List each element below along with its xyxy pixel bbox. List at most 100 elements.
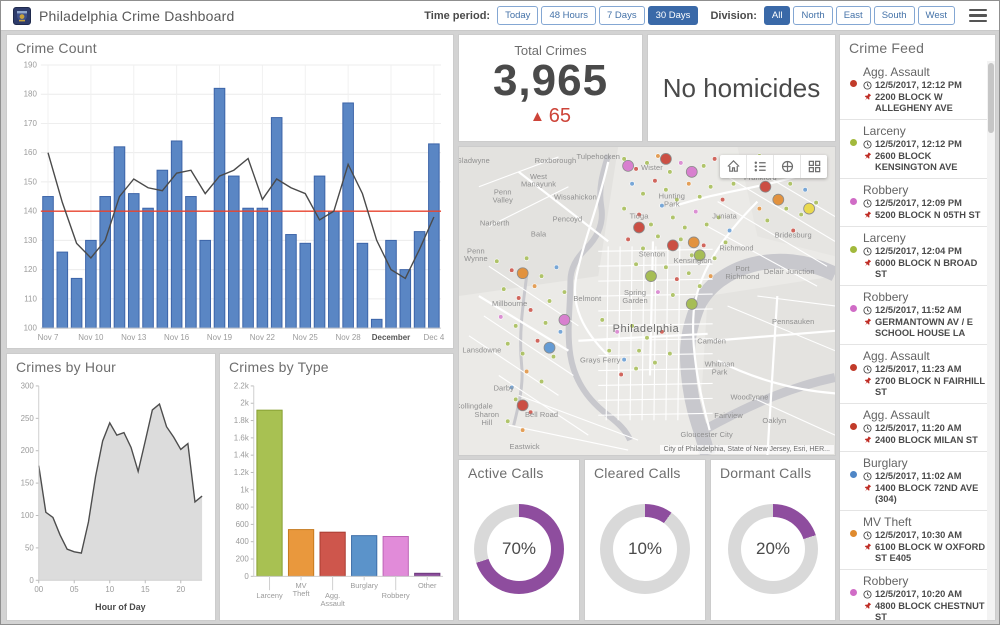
- time-period-buttons: Today 48 Hours 7 Days 30 Days: [497, 6, 699, 25]
- dormant-calls-title: Dormant Calls: [720, 465, 812, 481]
- feed-item-datetime: 12/5/2017, 11:52 AM: [863, 305, 987, 316]
- crime-count-chart[interactable]: 100 110 120 130 140 150 160 170 180 190 Nov 7 Nov 1…: [13, 59, 447, 344]
- police-badge-icon: [13, 6, 31, 25]
- svg-text:Theft: Theft: [293, 589, 310, 598]
- crime-map-panel: Gladwyne Roxborough Tulpehocken Wister West M…: [458, 146, 836, 456]
- feed-item-address: 2600 BLOCK KENSINGTON AVE: [863, 151, 987, 173]
- division-button-west[interactable]: West: [917, 6, 955, 25]
- svg-text:Woodlynne: Woodlynne: [730, 392, 768, 401]
- svg-text:Bridesburg: Bridesburg: [775, 230, 812, 239]
- apps-icon[interactable]: [800, 155, 827, 178]
- division-button-north[interactable]: North: [793, 6, 833, 25]
- svg-text:Other: Other: [418, 581, 437, 590]
- svg-text:170: 170: [24, 119, 38, 128]
- time-period-button-7-days[interactable]: 7 Days: [599, 6, 645, 25]
- legend-icon[interactable]: [746, 155, 773, 178]
- svg-text:Narberth: Narberth: [480, 218, 510, 227]
- dormant-calls-donut[interactable]: 20%: [728, 504, 818, 594]
- division-buttons: All North East South West: [763, 6, 955, 25]
- crime-count-panel: Crime Count 100 110 120 130 140 150 160 170 180 1…: [6, 34, 454, 349]
- feed-item[interactable]: MV Theft 12/5/2017, 10:30 AM 6100 BLOCK W …: [840, 511, 987, 570]
- total-crimes-delta: ▲ 65: [529, 105, 572, 127]
- feed-item[interactable]: Agg. Assault 12/5/2017, 11:23 AM 2700 BLOC…: [840, 345, 987, 404]
- crime-type-dot: [850, 589, 857, 596]
- homicides-text: No homicides: [662, 72, 821, 103]
- svg-text:15: 15: [141, 585, 150, 594]
- svg-text:1k: 1k: [240, 485, 248, 494]
- clock-icon: [863, 531, 872, 540]
- clock-icon: [863, 81, 872, 90]
- time-period-button-48-hours[interactable]: 48 Hours: [541, 6, 596, 25]
- feed-item-address: 6000 BLOCK N BROAD ST: [863, 258, 987, 280]
- dormant-calls-panel: Dormant Calls 20%: [710, 459, 836, 621]
- pin-icon: [864, 484, 872, 492]
- feed-item[interactable]: Robbery 12/5/2017, 10:20 AM 4800 BLOCK CHE…: [840, 570, 987, 620]
- basemap-icon[interactable]: [773, 155, 800, 178]
- cleared-calls-percent: 10%: [627, 539, 663, 558]
- clock-icon: [863, 472, 872, 481]
- feed-item-datetime: 12/5/2017, 10:30 AM: [863, 530, 987, 541]
- feed-item[interactable]: Larceny 12/5/2017, 12:12 PM 2600 BLOCK KEN…: [840, 120, 987, 179]
- svg-text:250: 250: [21, 414, 35, 423]
- svg-text:10: 10: [105, 585, 114, 594]
- svg-text:Collingdale: Collingdale: [459, 401, 493, 410]
- feed-item[interactable]: Agg. Assault 12/5/2017, 11:20 AM 2400 BLOC…: [840, 404, 987, 452]
- feed-scrollbar-thumb[interactable]: [988, 63, 994, 133]
- active-calls-title: Active Calls: [468, 465, 544, 481]
- cleared-calls-donut[interactable]: 10%: [600, 504, 690, 594]
- feed-item-datetime: 12/5/2017, 12:09 PM: [863, 198, 987, 209]
- cleared-calls-title: Cleared Calls: [594, 465, 681, 481]
- time-period-button-30-days[interactable]: 30 Days: [647, 6, 699, 25]
- page-title: Philadelphia Crime Dashboard: [39, 7, 235, 24]
- active-calls-donut[interactable]: 70%: [474, 504, 564, 594]
- svg-text:1.6k: 1.6k: [234, 433, 249, 442]
- svg-text:December: December: [372, 333, 410, 342]
- svg-text:Oaklyn: Oaklyn: [762, 416, 786, 425]
- division-button-all[interactable]: All: [763, 6, 791, 25]
- feed-item-address: 1400 BLOCK 72ND AVE (304): [863, 483, 987, 505]
- crime-map[interactable]: Gladwyne Roxborough Tulpehocken Wister West M…: [459, 147, 835, 455]
- division-button-south[interactable]: South: [873, 6, 915, 25]
- crimes-by-hour-chart[interactable]: 0 50 100 150 200 250 300 00 05 10 15 20 Hour of Day: [13, 378, 209, 614]
- crimes-by-type-title: Crimes by Type: [229, 359, 329, 375]
- home-icon[interactable]: [720, 155, 746, 178]
- svg-text:Kensington: Kensington: [674, 256, 712, 265]
- feed-item-address: 5200 BLOCK N 05TH ST: [863, 210, 987, 221]
- svg-text:Robbery: Robbery: [382, 591, 410, 600]
- feed-item[interactable]: Agg. Assault 12/5/2017, 12:12 PM 2200 BLOC…: [840, 61, 987, 120]
- svg-text:1.4k: 1.4k: [234, 451, 249, 460]
- menu-icon[interactable]: [969, 9, 987, 22]
- svg-text:Nov 16: Nov 16: [164, 333, 190, 342]
- svg-text:Bell Road: Bell Road: [525, 410, 558, 419]
- division-button-east[interactable]: East: [835, 6, 871, 25]
- feed-scrollbar[interactable]: [987, 61, 995, 620]
- svg-text:2k: 2k: [240, 399, 248, 408]
- svg-text:100: 100: [24, 324, 38, 333]
- clock-icon: [863, 365, 872, 374]
- svg-text:05: 05: [70, 585, 79, 594]
- time-period-button-today[interactable]: Today: [497, 6, 539, 25]
- time-period-label: Time period:: [424, 9, 491, 22]
- feed-item[interactable]: Robbery 12/5/2017, 12:09 PM 5200 BLOCK N 0…: [840, 179, 987, 227]
- pin-icon: [864, 377, 872, 385]
- svg-text:MV: MV: [296, 581, 307, 590]
- crimes-by-type-chart[interactable]: 0 200 400 600 800 1k 1.2k 1.4k 1.6k 1.8k 2k 2.2k Lar…: [226, 378, 447, 614]
- pin-icon: [864, 436, 872, 444]
- svg-text:Nov 28: Nov 28: [336, 333, 362, 342]
- feed-item[interactable]: Larceny 12/5/2017, 12:04 PM 6000 BLOCK N B…: [840, 227, 987, 286]
- feed-item-type: Agg. Assault: [863, 408, 930, 422]
- feed-item-address: 6100 BLOCK W OXFORD ST E405: [863, 542, 987, 564]
- feed-item[interactable]: Burglary 12/5/2017, 11:02 AM 1400 BLOCK 72…: [840, 452, 987, 511]
- crime-type-dot: [850, 198, 857, 205]
- svg-text:150: 150: [24, 177, 38, 186]
- feed-item[interactable]: Robbery 12/5/2017, 11:52 AM GERMANTOWN AV …: [840, 286, 987, 345]
- feed-item-datetime: 12/5/2017, 10:20 AM: [863, 589, 987, 600]
- svg-text:Nov 10: Nov 10: [78, 333, 104, 342]
- svg-text:Belmont: Belmont: [573, 294, 602, 303]
- top-controls: Time period: Today 48 Hours 7 Days 30 Days …: [416, 6, 991, 25]
- svg-text:Delair Junction: Delair Junction: [764, 267, 815, 276]
- feed-item-datetime: 12/5/2017, 12:12 PM: [863, 139, 987, 150]
